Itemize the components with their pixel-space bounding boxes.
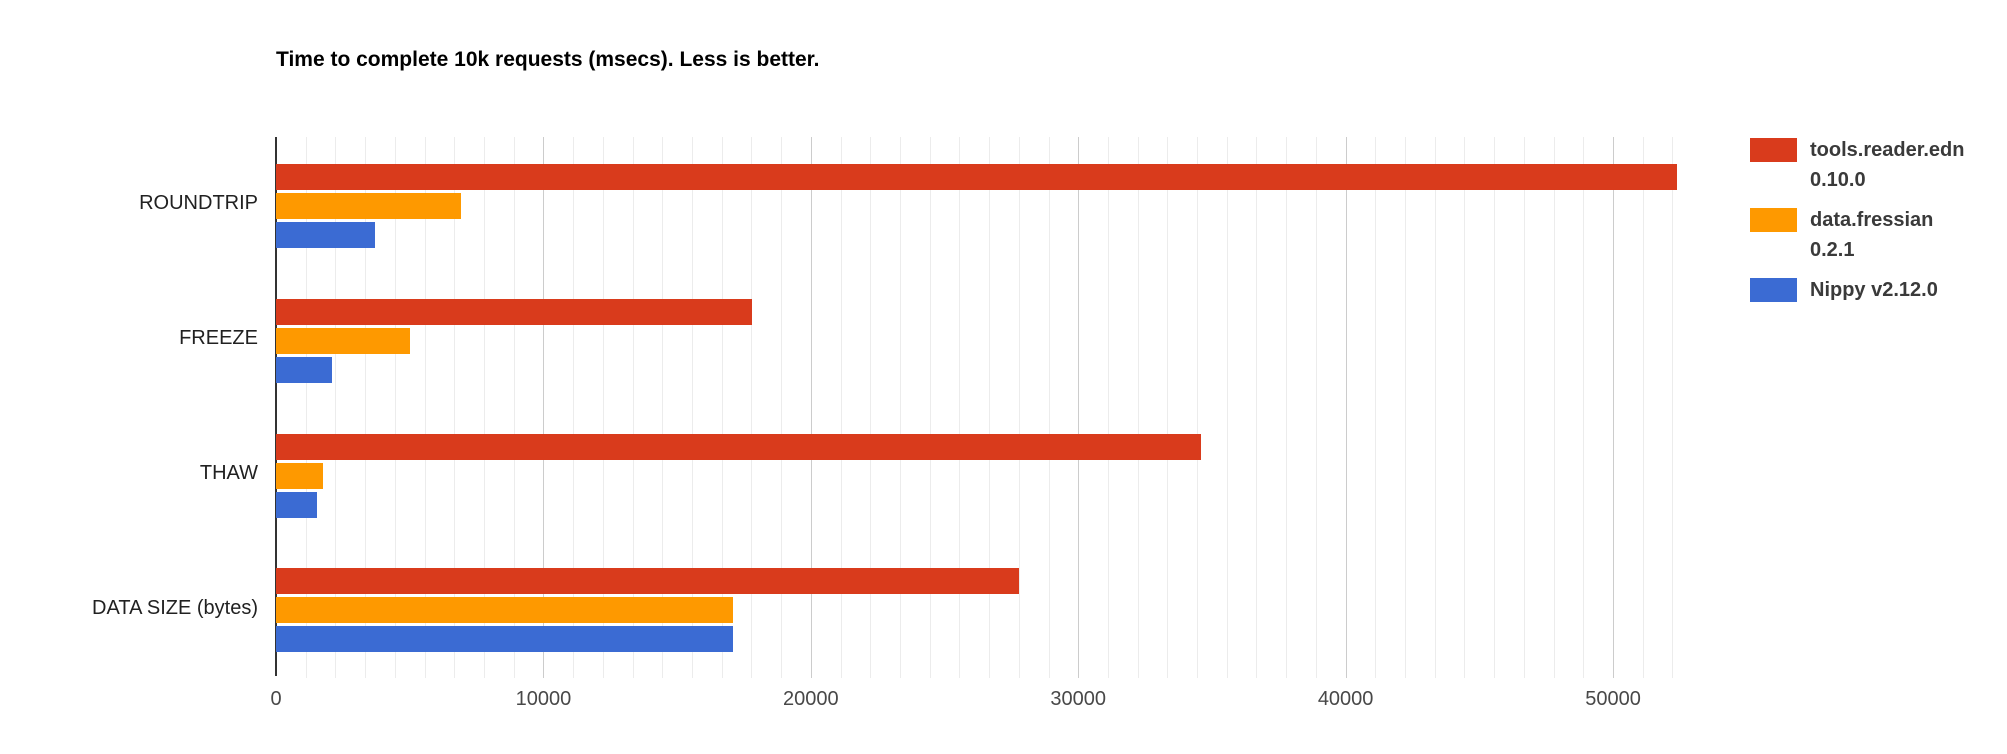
minor-gridline bbox=[691, 137, 693, 678]
minor-gridline bbox=[454, 137, 456, 678]
minor-gridline bbox=[1583, 137, 1585, 678]
x-tick-label: 30000 bbox=[1050, 688, 1107, 710]
legend-swatch bbox=[1750, 278, 1797, 302]
minor-gridline bbox=[959, 137, 961, 678]
x-tick-label: 0 bbox=[270, 688, 282, 710]
minor-gridline bbox=[1107, 137, 1109, 678]
minor-gridline bbox=[899, 137, 901, 678]
minor-gridline bbox=[483, 137, 485, 678]
minor-gridline bbox=[870, 137, 872, 678]
minor-gridline bbox=[1048, 137, 1050, 678]
minor-gridline bbox=[573, 137, 575, 678]
minor-gridline bbox=[840, 137, 842, 678]
legend-label: Nippy v2.12.0 bbox=[1810, 279, 1938, 301]
major-gridline bbox=[1613, 137, 1615, 678]
minor-gridline bbox=[1137, 137, 1139, 678]
bar-roundtrip-series-1[interactable] bbox=[276, 193, 461, 219]
minor-gridline bbox=[602, 137, 604, 678]
bar-roundtrip-series-2[interactable] bbox=[276, 222, 375, 248]
x-tick-label: 40000 bbox=[1317, 688, 1374, 710]
minor-gridline bbox=[1553, 137, 1555, 678]
minor-gridline bbox=[1523, 137, 1525, 678]
y-axis-baseline bbox=[275, 137, 277, 676]
bar-thaw-series-2[interactable] bbox=[276, 491, 317, 518]
bar-freeze-series-1[interactable] bbox=[276, 327, 410, 354]
minor-gridline bbox=[1315, 137, 1317, 678]
legend-label: 0.2.1 bbox=[1810, 239, 1855, 261]
chart-title: Time to complete 10k requests (msecs). L… bbox=[276, 48, 820, 71]
bar-roundtrip-series-0[interactable] bbox=[276, 164, 1677, 190]
category-label: DATA SIZE (bytes) bbox=[92, 596, 258, 619]
minor-gridline bbox=[335, 137, 337, 678]
legend-swatch bbox=[1750, 208, 1797, 232]
minor-gridline bbox=[781, 137, 783, 678]
bar-freeze-series-0[interactable] bbox=[276, 298, 752, 325]
minor-gridline bbox=[1375, 137, 1377, 678]
minor-gridline bbox=[394, 137, 396, 678]
minor-gridline bbox=[305, 137, 307, 678]
minor-gridline bbox=[989, 137, 991, 678]
minor-gridline bbox=[1256, 137, 1258, 678]
legend-swatch bbox=[1750, 138, 1797, 162]
category-label: ROUNDTRIP bbox=[139, 192, 258, 215]
minor-gridline bbox=[1018, 137, 1020, 678]
minor-gridline bbox=[662, 137, 664, 678]
minor-gridline bbox=[1167, 137, 1169, 678]
minor-gridline bbox=[365, 137, 367, 678]
minor-gridline bbox=[1642, 137, 1644, 678]
legend-label: data.fressian bbox=[1810, 209, 1934, 231]
category-label: FREEZE bbox=[179, 327, 258, 350]
minor-gridline bbox=[1226, 137, 1228, 678]
major-gridline bbox=[810, 137, 812, 678]
minor-gridline bbox=[751, 137, 753, 678]
minor-gridline bbox=[1464, 137, 1466, 678]
major-gridline bbox=[1345, 137, 1347, 678]
x-tick-label: 10000 bbox=[515, 688, 572, 710]
x-tick-label: 50000 bbox=[1585, 688, 1641, 710]
minor-gridline bbox=[1286, 137, 1288, 678]
minor-gridline bbox=[1672, 137, 1674, 678]
major-gridline bbox=[543, 137, 545, 678]
minor-gridline bbox=[1434, 137, 1436, 678]
minor-gridline bbox=[1197, 137, 1199, 678]
minor-gridline bbox=[513, 137, 515, 678]
minor-gridline bbox=[1405, 137, 1407, 678]
bar-data-size-bytes-series-0[interactable] bbox=[276, 568, 1019, 595]
bar-data-size-bytes-series-1[interactable] bbox=[276, 597, 733, 624]
legend-label: tools.reader.edn bbox=[1810, 139, 1965, 161]
bar-thaw-series-1[interactable] bbox=[276, 462, 323, 489]
minor-gridline bbox=[721, 137, 723, 678]
minor-gridline bbox=[929, 137, 931, 678]
legend-label: 0.10.0 bbox=[1810, 169, 1866, 191]
minor-gridline bbox=[632, 137, 634, 678]
category-label: THAW bbox=[199, 461, 258, 484]
major-gridline bbox=[1078, 137, 1080, 678]
bar-freeze-series-2[interactable] bbox=[276, 356, 332, 383]
x-tick-label: 20000 bbox=[783, 688, 839, 710]
minor-gridline bbox=[424, 137, 426, 678]
bar-data-size-bytes-series-2[interactable] bbox=[276, 626, 733, 653]
bar-thaw-series-0[interactable] bbox=[276, 433, 1201, 460]
minor-gridline bbox=[1494, 137, 1496, 678]
